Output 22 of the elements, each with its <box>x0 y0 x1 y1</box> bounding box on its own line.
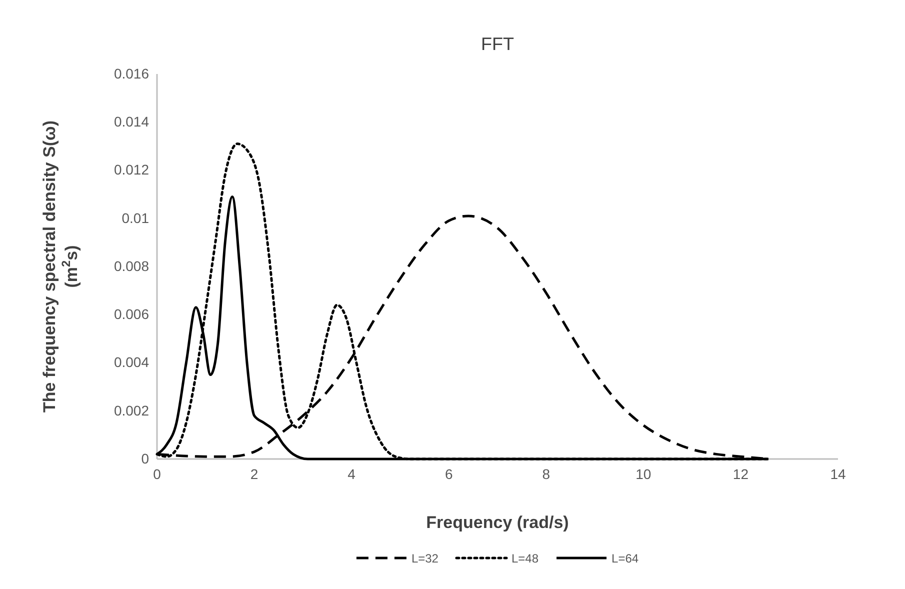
legend-label: L=48 <box>511 552 539 566</box>
y-tick-label: 0 <box>141 450 150 466</box>
y-tick-label: 0.008 <box>114 258 150 274</box>
x-tick-label: 4 <box>348 466 356 482</box>
x-tick-label: 14 <box>830 466 846 482</box>
x-tick-label: 2 <box>250 466 258 482</box>
y-tick-label: 0.006 <box>114 306 150 322</box>
x-tick-label: 8 <box>542 466 550 482</box>
y-tick-label: 0.014 <box>114 114 150 130</box>
y-tick-label: 0.016 <box>114 65 150 82</box>
x-tick-label: 6 <box>444 466 453 482</box>
x-tick-label: 10 <box>636 466 652 482</box>
legend-label: L=32 <box>411 552 439 566</box>
legend-label: L=64 <box>612 552 639 566</box>
y-tick-label: 0.004 <box>114 354 150 370</box>
chart-title: FFT <box>481 34 514 54</box>
y-tick-label: 0.012 <box>114 162 150 178</box>
y-tick-label: 0.01 <box>122 210 150 226</box>
x-tick-label: 12 <box>732 466 749 482</box>
x-tick-label: 0 <box>153 466 162 482</box>
x-axis-title: Frequency (rad/s) <box>426 513 569 532</box>
y-tick-label: 0.002 <box>114 402 150 418</box>
